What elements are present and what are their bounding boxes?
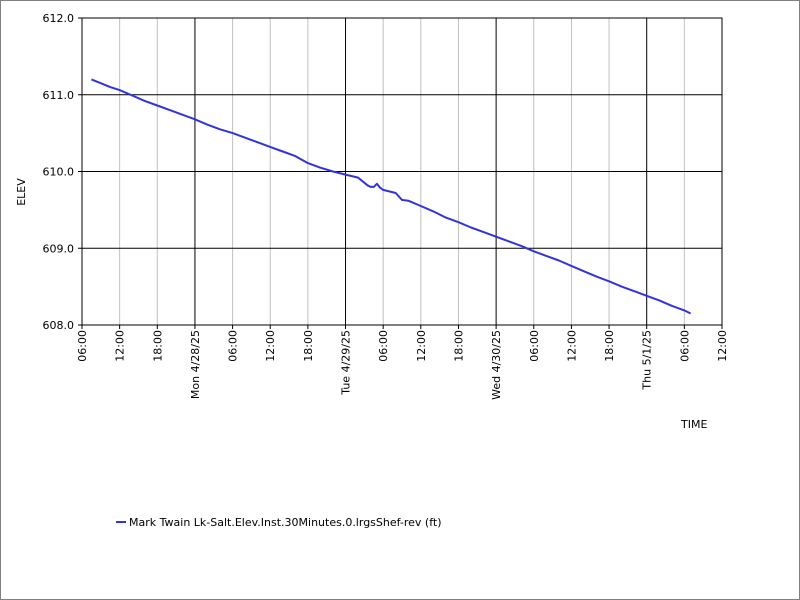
series-line [91,78,692,315]
x-tick-label: 06:00 [76,330,89,362]
plot-border [81,17,723,326]
x-tick-label: 06:00 [678,330,691,362]
y-tick-label: 611.0 [43,89,75,102]
x-tick-label: 18:00 [452,330,465,362]
x-axis-label: TIME [680,418,707,431]
x-tick-label: 12:00 [565,330,578,362]
series-layer [91,78,692,315]
legend-swatch [116,521,126,523]
legend-label: Mark Twain Lk-Salt.Elev.Inst.30Minutes.0… [129,515,442,529]
legend: Mark Twain Lk-Salt.Elev.Inst.30Minutes.0… [116,514,442,530]
x-tick-label: 06:00 [227,330,240,362]
x-tick-label: 18:00 [603,330,616,362]
y-axis-label: ELEV [15,178,28,206]
x-tick-label: 06:00 [377,330,390,362]
y-tick-label: 608.0 [43,319,75,332]
y-tick-label: 609.0 [43,242,75,255]
x-tick-label: Mon 4/28/25 [189,330,202,399]
grid-layer [81,17,723,326]
x-tick-label: Wed 4/30/25 [490,330,503,400]
x-tick-label: 12:00 [716,330,729,362]
x-tick-label: Thu 5/1/25 [641,330,654,391]
x-tick-label: 06:00 [528,330,541,362]
x-tick-label: 18:00 [302,330,315,362]
x-tick-label: 12:00 [264,330,277,362]
y-tick-label: 612.0 [43,12,75,25]
x-tick-label: 12:00 [114,330,127,362]
x-tick-label: Tue 4/29/25 [340,330,353,396]
axis-layer: 06:00 12:00 18:00 Mon 4/28/25 06:00 12:00 18:0… [43,12,730,400]
x-tick-label: 12:00 [415,330,428,362]
x-tick-label: 18:00 [151,330,164,362]
y-tick-label: 610.0 [43,166,75,179]
